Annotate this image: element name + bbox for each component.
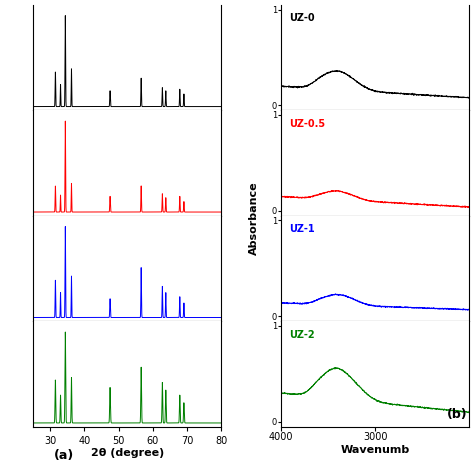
Text: Absorbance: Absorbance	[248, 181, 259, 255]
Text: (a): (a)	[54, 449, 74, 462]
X-axis label: 2θ (degree): 2θ (degree)	[91, 448, 164, 458]
Text: UZ-0: UZ-0	[289, 13, 314, 23]
Text: UZ-2: UZ-2	[289, 329, 314, 339]
Text: UZ-0.5: UZ-0.5	[289, 118, 325, 128]
X-axis label: Wavenumb: Wavenumb	[341, 445, 410, 455]
Text: UZ-1: UZ-1	[289, 224, 314, 234]
Text: (b): (b)	[447, 408, 467, 421]
